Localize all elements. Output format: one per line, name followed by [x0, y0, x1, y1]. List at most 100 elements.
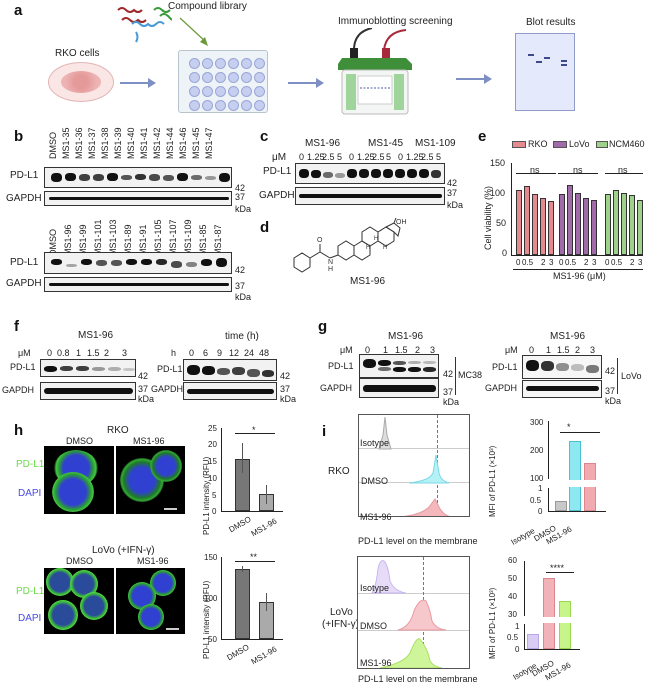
sig-line [605, 173, 643, 174]
panel-label-c: c [260, 128, 269, 145]
bar-h-bottom-dmso [235, 569, 250, 639]
bar-lovo-3 [591, 200, 597, 255]
x-tick: 0 [559, 258, 564, 267]
x-tick: 0.5 [522, 258, 534, 267]
pdl1-blot-b1 [44, 167, 232, 188]
x-axis-label: PD-L1 level on the membrane [358, 536, 478, 546]
y-tick: 0.5 [507, 633, 519, 642]
unit-label: h [171, 348, 177, 358]
flow-arrow-2 [288, 78, 324, 88]
dose-label: 1 [546, 345, 552, 355]
bar-ncm460-0 [605, 194, 611, 255]
gapdh-blot-b2 [44, 277, 232, 292]
x-axis-label: PD-L1 level on the membrane [358, 674, 478, 684]
mw-37: 37 [605, 386, 616, 396]
gapdh-row-label: GAPDH [259, 190, 295, 201]
bar-ncm460-1 [621, 193, 627, 255]
mw-42: 42 [447, 178, 458, 188]
dose-label: 1.25 [357, 152, 375, 162]
mw-42: 42 [605, 366, 616, 376]
gapdh-blot-g-lovo [522, 380, 602, 398]
hist-row-isotype: Isotype [360, 438, 390, 448]
time-label: 9 [217, 348, 223, 358]
lane-label: MS1-105 [153, 219, 163, 256]
dose-label: 2 [104, 348, 110, 358]
y-tick: 5 [212, 491, 217, 500]
group-label: MS1-45 [368, 138, 404, 149]
y-tick: 50 [208, 635, 217, 644]
time-label: 12 [229, 348, 240, 358]
svg-text:H: H [328, 266, 333, 273]
dose-label: 0 [47, 348, 53, 358]
x-tick: 2 [541, 258, 546, 267]
y-tick: 25 [208, 424, 217, 433]
compound-name: MS1-96 [350, 276, 386, 287]
x-tick: 0.5 [611, 258, 623, 267]
sig-ns: ns [573, 165, 583, 175]
y-axis [221, 557, 222, 640]
x-axis [221, 639, 283, 640]
dose-label: 1.5 [87, 348, 100, 358]
mw-42: 42 [138, 371, 149, 381]
g-left-title: MS1-96 [388, 331, 424, 342]
x-axis-label: MS1-96 (μM) [553, 271, 606, 281]
mw-37: 37 [235, 281, 246, 291]
bar-rko-2 [540, 198, 546, 255]
y-tick: 0 [212, 507, 217, 516]
legend-swatch-lovo [553, 141, 567, 148]
kda-label: kDa [443, 397, 460, 407]
y-tick: 0 [515, 645, 520, 654]
unit-label: μM [272, 152, 287, 163]
pdl1-blot-b2 [44, 252, 232, 274]
sig-line [560, 432, 600, 433]
gapdh-blot-g-mc38 [359, 378, 439, 398]
bar-i-top-isotype [555, 501, 567, 511]
bar-ncm460-3 [637, 200, 643, 255]
pdl1-row-label: PD-L1 [263, 166, 292, 177]
lane-label: MS1-42 [152, 127, 162, 159]
bar-i-bottom-isotype [527, 634, 539, 649]
stain-dapi: DAPI [18, 488, 42, 499]
kda-label: kDa [447, 200, 464, 210]
pdl1-row-label: PD-L1 [10, 257, 39, 268]
y-tick: 0 [538, 507, 543, 516]
lane-label: MS1-39 [113, 127, 123, 159]
x-cat: DMSO [225, 642, 251, 663]
cell-line-mc38: MC38 [458, 370, 483, 380]
y-axis-lower [524, 624, 525, 650]
h-top-cell: RKO [107, 425, 129, 436]
x-tick: 2 [584, 258, 589, 267]
flow-histogram-lovo [357, 556, 470, 669]
time-label: 6 [203, 348, 209, 358]
bracket [617, 358, 618, 394]
sig-line [546, 572, 574, 573]
mw-42: 42 [443, 369, 454, 379]
svg-text:OH: OH [396, 219, 407, 226]
x-tick: 2 [630, 258, 635, 267]
error-bar [266, 485, 267, 504]
panel-label-i: i [322, 423, 327, 440]
pdl1-row-label: PD-L1 [328, 361, 354, 371]
micrograph-lovo-dmso [44, 568, 114, 634]
dose-label: 0 [398, 152, 404, 162]
y-axis-label: MFI of PD-L1 (×10³) [488, 587, 497, 659]
mw-42: 42 [235, 183, 246, 193]
hist-row-ms196: MS1-96 [360, 658, 392, 668]
gapdh-row-label: GAPDH [2, 385, 35, 395]
y-tick: 40 [508, 592, 517, 601]
y-axis-lower [548, 488, 549, 512]
lane-label: MS1-109 [183, 219, 193, 256]
x-axis [524, 649, 580, 650]
ms1-96-structure-icon: O N H OH H H H [293, 218, 407, 273]
dose-label: 3 [590, 345, 596, 355]
legend-lovo: LoVo [569, 139, 590, 149]
mw-37: 37 [138, 384, 149, 394]
y-tick: 50 [508, 574, 517, 583]
sig-line [558, 173, 598, 174]
i-bottom-treatment: (+IFN-γ) [322, 619, 359, 630]
y-tick: 300 [530, 418, 544, 427]
rko-cells-label: RKO cells [55, 48, 100, 59]
svg-text:H: H [366, 245, 370, 251]
lane-label: MS1-40 [126, 127, 136, 159]
gapdh-row-label: GAPDH [151, 384, 184, 394]
